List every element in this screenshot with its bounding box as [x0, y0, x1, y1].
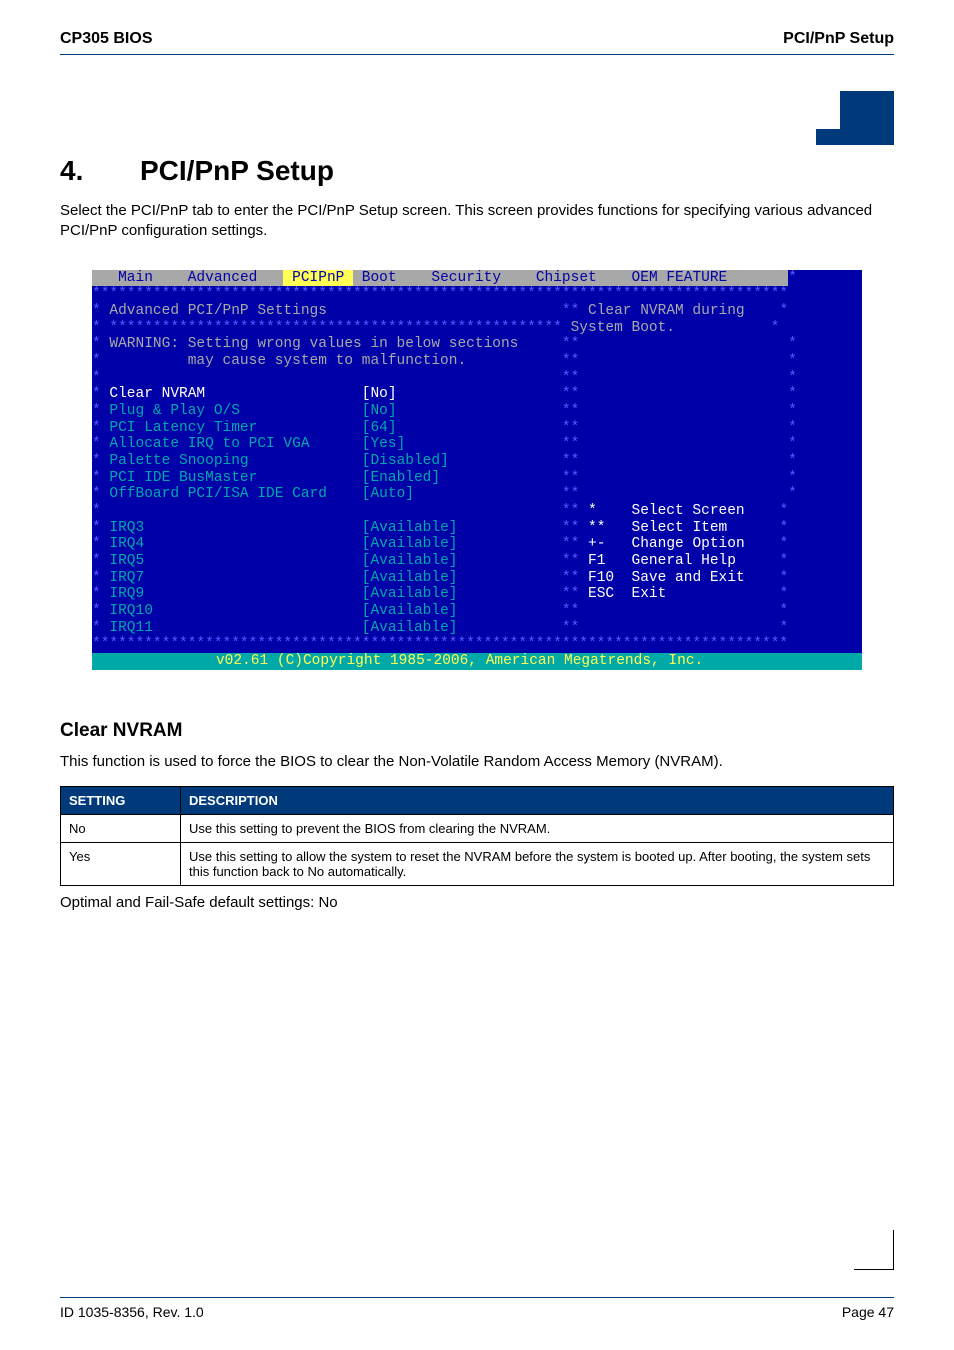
default-settings: Optimal and Fail-Safe default settings: …	[60, 894, 894, 911]
header-rule	[60, 54, 894, 55]
page-header: CP305 BIOS PCI/PnP Setup	[60, 30, 894, 54]
table-row: NoUse this setting to prevent the BIOS f…	[61, 814, 894, 842]
settings-table: SETTING DESCRIPTION NoUse this setting t…	[60, 786, 894, 886]
table-row: YesUse this setting to allow the system …	[61, 842, 894, 885]
header-right: PCI/PnP Setup	[783, 30, 894, 48]
footer-right: Page 47	[842, 1304, 894, 1320]
description-cell: Use this setting to allow the system to …	[181, 842, 894, 885]
corner-decoration	[60, 91, 894, 145]
footer-left: ID 1035-8356, Rev. 1.0	[60, 1304, 204, 1320]
setting-cell: Yes	[61, 842, 181, 885]
settings-th-setting: SETTING	[61, 786, 181, 814]
bios-screenshot: Main Advanced PCIPnP Boot Security Chips…	[92, 270, 862, 670]
section-title: 4.PCI/PnP Setup	[60, 155, 894, 187]
settings-th-description: DESCRIPTION	[181, 786, 894, 814]
section-number: 4.	[60, 155, 140, 187]
intro-paragraph: Select the PCI/PnP tab to enter the PCI/…	[60, 201, 894, 242]
bottom-corner-mark	[854, 1230, 894, 1270]
section-name: PCI/PnP Setup	[140, 155, 334, 186]
description-cell: Use this setting to prevent the BIOS fro…	[181, 814, 894, 842]
corner-blue	[840, 91, 894, 145]
page-footer: ID 1035-8356, Rev. 1.0 Page 47	[60, 1297, 894, 1320]
header-left: CP305 BIOS	[60, 30, 152, 48]
footer-rule	[60, 1297, 894, 1298]
setting-cell: No	[61, 814, 181, 842]
clear-nvram-desc: This function is used to force the BIOS …	[60, 752, 894, 772]
clear-nvram-heading: Clear NVRAM	[60, 720, 894, 742]
